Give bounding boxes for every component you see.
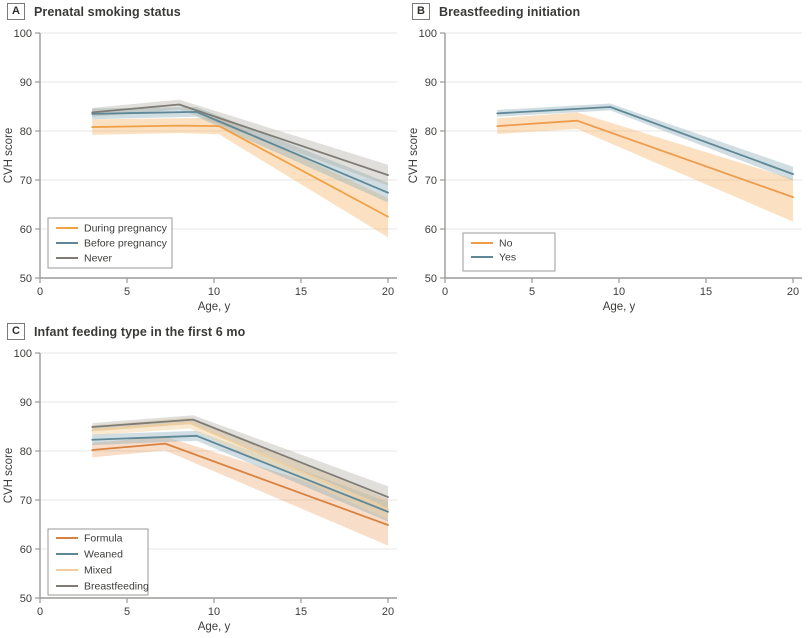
- axes: [39, 33, 397, 279]
- legend-label-before-pregnancy: Before pregnancy: [84, 238, 168, 250]
- svg-text:0: 0: [37, 286, 43, 298]
- legend-label-weaned: Weaned: [84, 549, 123, 561]
- svg-text:50: 50: [425, 273, 437, 285]
- x-axis-label: Age, y: [198, 301, 231, 313]
- svg-text:50: 50: [20, 273, 32, 285]
- x-axis-label: Age, y: [198, 621, 231, 633]
- svg-text:90: 90: [425, 77, 437, 89]
- legend-label-yes: Yes: [499, 252, 516, 264]
- svg-text:60: 60: [20, 224, 32, 236]
- legend-label-no: No: [499, 238, 513, 250]
- legend-label-never: Never: [84, 253, 113, 265]
- svg-text:10: 10: [208, 606, 220, 618]
- svg-text:80: 80: [20, 126, 32, 138]
- svg-text:20: 20: [382, 286, 394, 298]
- svg-text:15: 15: [295, 606, 307, 618]
- empty-cell: [405, 320, 810, 638]
- series-during-pregnancy: [91, 124, 389, 218]
- chart-prenatal-smoking: 50 60 70 80 90 100 0 5 10 15 20 Age, y CVH score Duri…: [3, 28, 397, 313]
- panel-a-badge: A: [7, 3, 25, 20]
- y-axis-label: CVH score: [3, 448, 15, 504]
- panel-c-header: C Infant feeding type in the first 6 mo: [7, 323, 245, 340]
- svg-text:90: 90: [20, 397, 32, 409]
- svg-text:0: 0: [37, 606, 43, 618]
- legend-label-formula: Formula: [84, 533, 123, 545]
- legend: No Yes: [462, 232, 556, 272]
- x-tick-labels: 0 5 10 15 20: [37, 598, 394, 618]
- series-never: [91, 103, 389, 177]
- confidence-bands: [92, 99, 388, 238]
- panel-a: A Prenatal smoking status 50 60 70 80 90 100 0…: [0, 0, 405, 320]
- y-axis-label: CVH score: [3, 128, 15, 184]
- panel-b-header: B Breastfeeding initiation: [412, 3, 580, 20]
- panel-a-header: A Prenatal smoking status: [7, 3, 181, 20]
- svg-text:15: 15: [700, 286, 712, 298]
- chart-infant-feeding-type: 50 60 70 80 90 100 0 5 10 15 20 Age, y CVH score Form…: [3, 348, 397, 633]
- svg-text:80: 80: [425, 126, 437, 138]
- x-tick-labels: 0 5 10 15 20: [442, 278, 799, 298]
- svg-text:50: 50: [20, 593, 32, 605]
- svg-text:70: 70: [20, 495, 32, 507]
- svg-text:100: 100: [14, 348, 32, 360]
- legend: During pregnancy Before pregnancy Never: [47, 217, 173, 269]
- svg-text:100: 100: [419, 28, 437, 40]
- svg-text:5: 5: [529, 286, 535, 298]
- y-axis-label: CVH score: [408, 128, 420, 184]
- series-weaned: [91, 434, 389, 513]
- series-yes: [496, 106, 794, 176]
- x-axis-label: Age, y: [603, 301, 636, 313]
- panel-b: B Breastfeeding initiation 50 60 70 80 90 100…: [405, 0, 810, 320]
- svg-text:10: 10: [613, 286, 625, 298]
- svg-text:0: 0: [442, 286, 448, 298]
- series-breastfeeding: [91, 418, 389, 498]
- panel-c: C Infant feeding type in the first 6 mo …: [0, 320, 405, 638]
- series-before-pregnancy: [91, 110, 389, 194]
- gridlines: [40, 352, 397, 550]
- axes: [39, 353, 397, 599]
- panel-a-title: Prenatal smoking status: [33, 4, 181, 19]
- gridlines: [40, 32, 397, 230]
- series-no: [496, 119, 794, 199]
- y-tick-labels: 50 60 70 80 90 100: [14, 348, 40, 605]
- panel-b-title: Breastfeeding initiation: [438, 4, 581, 19]
- svg-text:5: 5: [124, 606, 130, 618]
- legend-label-breastfeeding: Breastfeeding: [84, 581, 149, 593]
- series-mixed: [91, 422, 389, 511]
- series-formula: [91, 442, 389, 526]
- chart-breastfeeding-initiation: 50 60 70 80 90 100 0 5 10 15 20 Age, y CVH score No Ye…: [408, 28, 802, 313]
- panel-c-title: Infant feeding type in the first 6 mo: [33, 324, 246, 339]
- svg-text:15: 15: [295, 286, 307, 298]
- legend-label-during-pregnancy: During pregnancy: [84, 223, 168, 235]
- x-tick-labels: 0 5 10 15 20: [37, 278, 394, 298]
- svg-text:70: 70: [20, 175, 32, 187]
- confidence-bands: [497, 103, 793, 222]
- svg-text:100: 100: [14, 28, 32, 40]
- y-tick-labels: 50 60 70 80 90 100: [419, 28, 445, 285]
- svg-text:90: 90: [20, 77, 32, 89]
- svg-text:60: 60: [425, 224, 437, 236]
- svg-text:5: 5: [124, 286, 130, 298]
- legend-label-mixed: Mixed: [84, 565, 112, 577]
- panel-c-badge: C: [7, 323, 25, 340]
- svg-text:80: 80: [20, 446, 32, 458]
- y-tick-labels: 50 60 70 80 90 100: [14, 28, 40, 285]
- panel-b-badge: B: [412, 3, 430, 20]
- legend: Formula Weaned Mixed Breastfeeding: [47, 528, 149, 596]
- svg-text:70: 70: [425, 175, 437, 187]
- svg-text:10: 10: [208, 286, 220, 298]
- svg-text:20: 20: [787, 286, 799, 298]
- axes: [444, 33, 802, 279]
- svg-text:20: 20: [382, 606, 394, 618]
- svg-text:60: 60: [20, 544, 32, 556]
